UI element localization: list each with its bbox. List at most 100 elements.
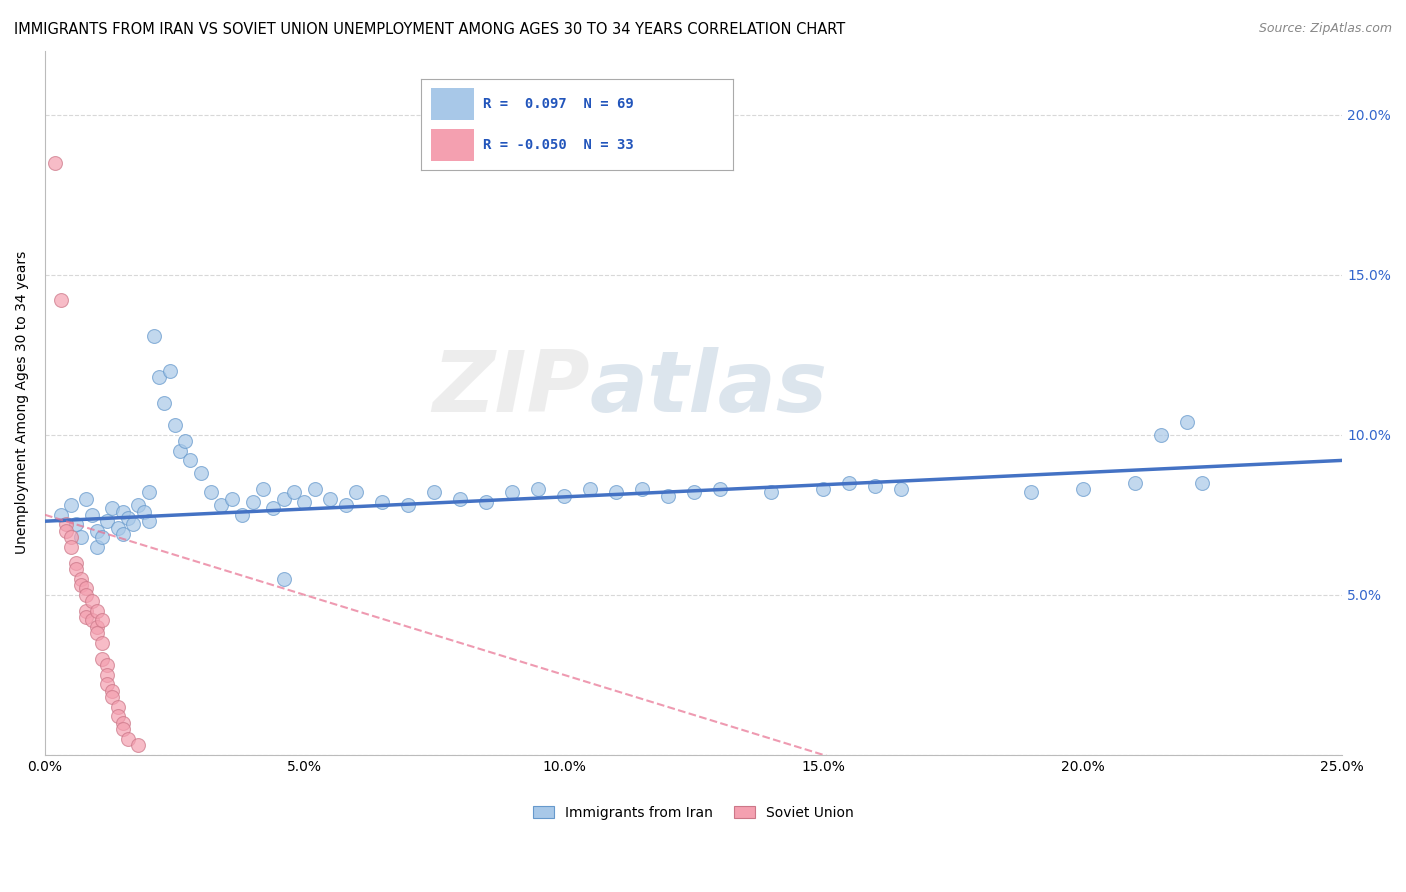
Point [101,684,124,698]
Point [890,482,912,496]
Point [1071,482,1094,496]
Point [65,517,87,532]
Point [273,491,295,506]
Point [163,418,186,433]
Point [1123,475,1146,490]
Point [153,396,176,410]
Y-axis label: Unemployment Among Ages 30 to 34 years: Unemployment Among Ages 30 to 34 years [15,252,30,555]
Point [132,505,155,519]
Legend: Immigrants from Iran, Soviet Union: Immigrants from Iran, Soviet Union [527,800,859,825]
Point [579,482,602,496]
Point [107,699,129,714]
Point [80,614,103,628]
Point [179,453,201,467]
Point [96,658,118,673]
Text: atlas: atlas [591,347,828,430]
Point [221,491,243,506]
Point [107,709,129,723]
Point [682,485,704,500]
Point [65,562,87,576]
Point [111,527,134,541]
Point [70,578,93,592]
Point [65,556,87,570]
Point [101,501,124,516]
Point [371,495,394,509]
Point [91,530,114,544]
Point [169,443,191,458]
Point [96,668,118,682]
Point [262,501,284,516]
Point [304,482,326,496]
Point [55,517,77,532]
Point [117,511,139,525]
Text: ZIP: ZIP [432,347,591,430]
Point [70,572,93,586]
Point [91,614,114,628]
Point [101,690,124,705]
Point [55,524,77,538]
Point [1175,415,1198,429]
Point [70,530,93,544]
Point [709,482,731,496]
Point [76,604,98,618]
Point [294,495,316,509]
Point [319,491,342,506]
Point [49,508,72,522]
Point [86,540,108,554]
Point [142,328,165,343]
Point [59,540,82,554]
Point [553,489,575,503]
Point [86,620,108,634]
Point [657,489,679,503]
Point [200,485,222,500]
Point [138,514,160,528]
Point [107,520,129,534]
Point [96,514,118,528]
Text: IMMIGRANTS FROM IRAN VS SOVIET UNION UNEMPLOYMENT AMONG AGES 30 TO 34 YEARS CORR: IMMIGRANTS FROM IRAN VS SOVIET UNION UNE… [14,22,845,37]
Point [59,530,82,544]
Point [252,482,274,496]
Point [86,604,108,618]
Point [449,491,471,506]
Point [111,723,134,737]
Point [148,370,170,384]
Point [605,485,627,500]
Point [96,677,118,691]
Point [91,652,114,666]
Point [242,495,264,509]
Point [91,636,114,650]
Point [761,485,783,500]
Point [475,495,498,509]
Point [49,293,72,308]
Point [122,517,145,532]
Point [117,731,139,746]
Point [209,498,232,512]
Point [335,498,357,512]
Point [127,498,149,512]
Text: Source: ZipAtlas.com: Source: ZipAtlas.com [1258,22,1392,36]
Point [273,572,295,586]
Point [76,610,98,624]
Point [1191,475,1213,490]
Point [80,594,103,608]
Point [86,626,108,640]
Point [80,508,103,522]
Point [344,485,367,500]
Point [59,498,82,512]
Point [865,479,887,493]
Point [527,482,550,496]
Point [1019,485,1042,500]
Point [231,508,253,522]
Point [396,498,419,512]
Point [138,485,160,500]
Point [159,364,181,378]
Point [86,524,108,538]
Point [76,491,98,506]
Point [838,475,860,490]
Point [813,482,835,496]
Point [630,482,652,496]
Point [1149,427,1171,442]
Point [190,466,212,480]
Point [76,588,98,602]
Point [111,505,134,519]
